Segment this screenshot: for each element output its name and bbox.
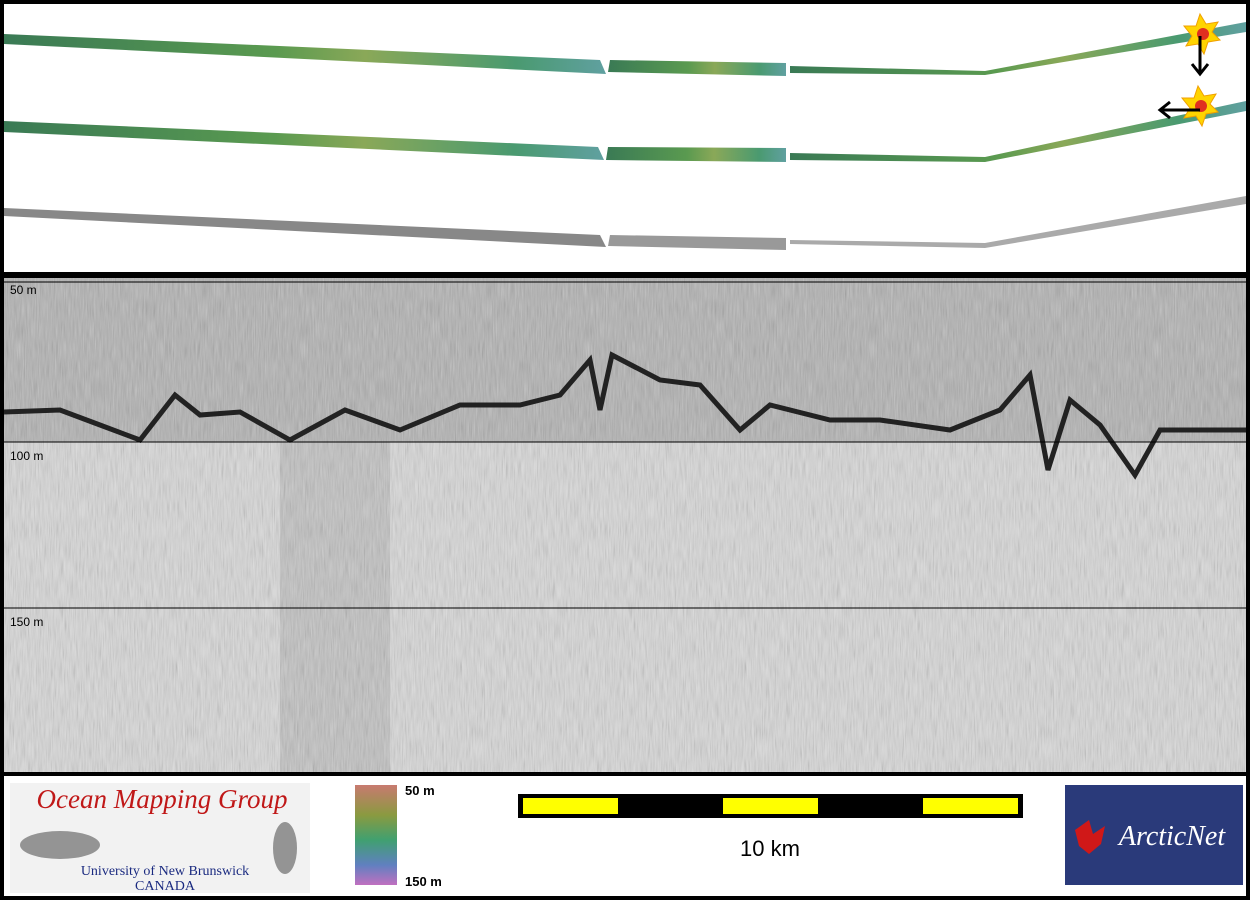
partner-logo: ArcticNet [1065, 785, 1243, 885]
scalebar [518, 794, 1023, 818]
depth-label: 50 m [10, 283, 37, 297]
event-markers [1157, 12, 1222, 128]
colorbar-label: 150 m [405, 874, 442, 889]
seafloor [3, 351, 1246, 480]
logo-university: University of New Brunswick [81, 864, 249, 879]
swath-strips [4, 22, 1246, 250]
depth-label: 100 m [10, 449, 43, 463]
scalebar-label: 10 km [740, 836, 800, 861]
profile-noise [4, 278, 1246, 772]
colorbar [355, 785, 397, 885]
logo-country: CANADA [135, 879, 196, 894]
depth-label: 150 m [10, 615, 43, 629]
partner-name: ArcticNet [1117, 821, 1226, 852]
logo: Ocean Mapping Group University of New Br… [10, 783, 310, 894]
colorbar-label: 50 m [405, 783, 435, 798]
logo-title: Ocean Mapping Group [37, 784, 288, 814]
